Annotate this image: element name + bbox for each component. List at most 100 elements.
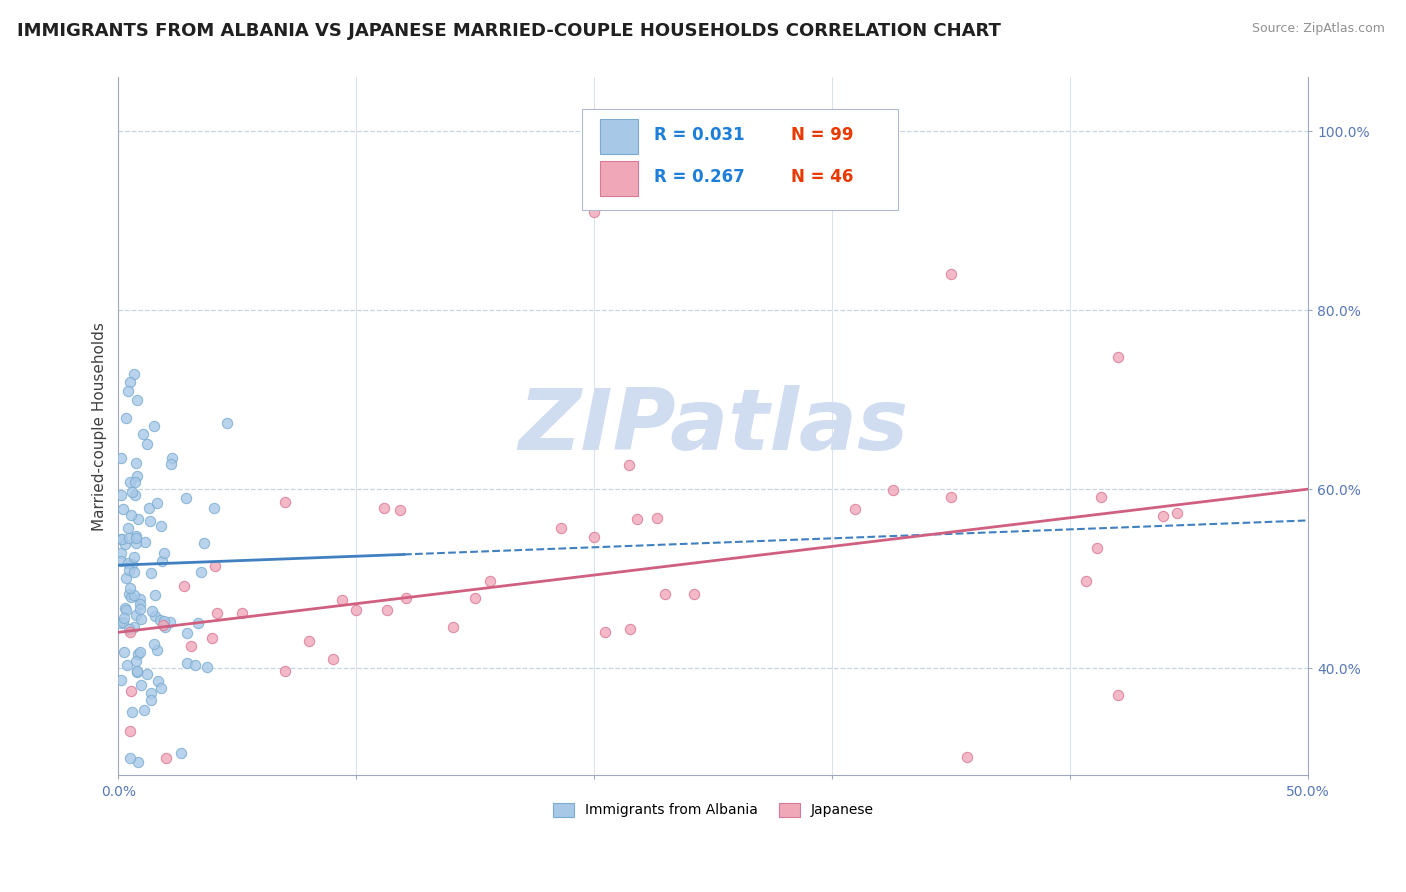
Point xyxy=(115,602,138,616)
Point xyxy=(132,426,155,441)
Point xyxy=(118,622,141,636)
Point xyxy=(153,620,176,634)
Point xyxy=(180,640,202,654)
Bar xyxy=(600,161,638,196)
Point xyxy=(593,624,616,639)
Point xyxy=(217,416,239,430)
Point xyxy=(583,204,606,219)
Point xyxy=(120,475,142,490)
Point xyxy=(111,532,134,546)
Point xyxy=(120,624,142,639)
Point xyxy=(124,619,146,633)
Point xyxy=(118,581,141,595)
Point xyxy=(187,616,209,631)
Point xyxy=(125,469,148,483)
Point xyxy=(110,532,132,546)
Point xyxy=(176,657,198,671)
Point xyxy=(389,503,412,517)
Point xyxy=(122,550,145,565)
Point xyxy=(150,681,173,695)
Point xyxy=(121,557,143,571)
Point xyxy=(153,546,176,560)
Point xyxy=(844,502,866,516)
Point xyxy=(193,536,215,550)
Point xyxy=(125,529,148,543)
Point xyxy=(190,565,212,579)
Point xyxy=(155,750,177,764)
Point xyxy=(110,488,132,502)
Point xyxy=(110,546,132,560)
Point xyxy=(143,419,166,434)
Point xyxy=(955,750,977,764)
Point xyxy=(159,615,181,630)
Point xyxy=(128,602,150,616)
Point xyxy=(344,603,367,617)
Point xyxy=(114,537,136,551)
Point xyxy=(195,660,218,674)
Point xyxy=(176,626,198,640)
Point xyxy=(654,587,676,601)
Point xyxy=(139,514,162,528)
Point xyxy=(143,609,166,624)
Point xyxy=(274,495,297,509)
Point xyxy=(174,491,197,506)
Point xyxy=(111,502,134,516)
Point xyxy=(231,606,253,620)
Text: ZIPatlas: ZIPatlas xyxy=(519,385,908,468)
Point xyxy=(202,501,225,516)
Point xyxy=(160,457,183,471)
Point xyxy=(125,665,148,679)
Point xyxy=(127,665,149,679)
Point xyxy=(1152,509,1174,524)
Point xyxy=(125,531,148,545)
Point xyxy=(617,458,640,472)
Point xyxy=(124,488,146,502)
Point xyxy=(127,512,149,526)
Point xyxy=(110,616,132,631)
Point xyxy=(395,591,418,606)
Point xyxy=(120,508,142,522)
Point xyxy=(1085,541,1108,555)
Point xyxy=(128,597,150,611)
Point xyxy=(122,367,145,381)
Point xyxy=(882,483,904,498)
Point xyxy=(114,410,136,425)
Point xyxy=(112,645,135,659)
Point xyxy=(127,755,149,769)
Point xyxy=(124,475,146,489)
Point xyxy=(115,571,138,585)
Point xyxy=(146,674,169,689)
Bar xyxy=(600,120,638,154)
Point xyxy=(128,644,150,658)
Point xyxy=(129,611,152,625)
Point xyxy=(139,566,162,581)
Point xyxy=(120,375,142,389)
Point xyxy=(1090,491,1112,505)
Point xyxy=(1107,688,1129,702)
Point xyxy=(138,500,160,515)
Point xyxy=(149,613,172,627)
Point xyxy=(464,591,486,605)
Point xyxy=(330,593,353,607)
Point xyxy=(120,724,142,739)
Point xyxy=(626,512,648,526)
Text: Source: ZipAtlas.com: Source: ZipAtlas.com xyxy=(1251,22,1385,36)
Point xyxy=(1107,350,1129,364)
Point xyxy=(117,556,139,570)
Point xyxy=(125,456,148,470)
Point xyxy=(110,553,132,567)
Point xyxy=(121,485,143,500)
Point xyxy=(152,618,174,632)
Point xyxy=(127,647,149,661)
Point xyxy=(1166,506,1188,520)
Point xyxy=(124,654,146,668)
Point xyxy=(117,657,139,672)
Point xyxy=(139,693,162,707)
Point xyxy=(619,622,641,636)
Text: N = 46: N = 46 xyxy=(790,169,853,186)
Point xyxy=(124,608,146,623)
Text: R = 0.031: R = 0.031 xyxy=(654,127,745,145)
Point xyxy=(121,705,143,719)
Point xyxy=(129,678,152,692)
Point xyxy=(134,535,156,549)
